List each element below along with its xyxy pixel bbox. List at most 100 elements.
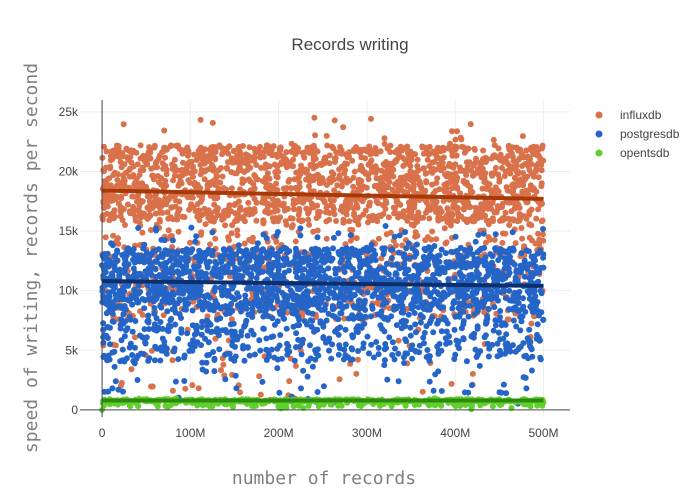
data-point <box>241 240 248 247</box>
legend-item-opentsdb[interactable]: opentsdb <box>595 146 670 160</box>
data-point <box>184 330 191 337</box>
data-point <box>321 199 328 206</box>
legend-item-influxdb[interactable]: influxdb <box>595 108 662 122</box>
data-point <box>248 157 255 164</box>
data-point <box>365 202 372 209</box>
data-point <box>427 276 434 283</box>
data-point <box>448 380 455 387</box>
data-point <box>355 180 362 187</box>
data-point <box>226 143 233 150</box>
data-point <box>282 161 289 168</box>
data-point <box>492 245 499 252</box>
data-point <box>170 177 177 184</box>
data-point <box>197 211 204 218</box>
data-point <box>401 260 408 267</box>
data-point <box>426 378 433 385</box>
data-point <box>381 289 388 296</box>
data-point <box>331 211 338 218</box>
data-point <box>269 152 276 159</box>
data-point <box>446 190 453 197</box>
data-point <box>429 169 436 176</box>
data-point <box>526 234 533 241</box>
data-point <box>144 204 151 211</box>
data-point <box>375 294 382 301</box>
data-point <box>528 206 535 213</box>
data-point <box>256 302 263 309</box>
data-point <box>301 154 308 161</box>
data-point <box>540 264 547 271</box>
data-point <box>512 304 519 311</box>
data-point <box>539 142 546 149</box>
data-point <box>126 173 133 180</box>
x-tick-label: 500M <box>528 426 558 440</box>
data-point <box>242 151 249 158</box>
data-point <box>232 264 239 271</box>
data-point <box>400 354 407 361</box>
data-point <box>151 142 158 149</box>
data-point <box>368 313 374 320</box>
data-point <box>404 306 411 312</box>
data-point <box>359 276 365 283</box>
data-point <box>451 356 458 362</box>
data-point <box>104 357 111 364</box>
data-point <box>305 172 312 179</box>
data-point <box>326 210 333 216</box>
data-point <box>248 271 255 278</box>
data-point <box>350 174 357 181</box>
data-point <box>286 378 293 385</box>
data-point <box>244 210 251 216</box>
data-point <box>539 231 546 238</box>
data-point <box>236 155 243 162</box>
trend-line-influxdb <box>102 188 544 201</box>
data-point <box>452 136 459 143</box>
data-point <box>146 256 152 263</box>
data-point <box>248 402 255 409</box>
data-point <box>132 344 138 351</box>
data-point <box>342 341 349 348</box>
data-point <box>134 161 141 168</box>
data-point <box>274 187 281 194</box>
data-point <box>373 175 380 182</box>
data-point <box>151 305 158 311</box>
data-point <box>236 247 243 254</box>
data-point <box>164 308 171 315</box>
data-point <box>167 193 174 200</box>
data-point <box>392 271 399 278</box>
data-point <box>197 287 204 294</box>
data-point <box>395 378 402 385</box>
data-point <box>115 200 122 207</box>
data-point <box>416 342 423 349</box>
data-point <box>472 238 479 245</box>
data-point <box>458 278 465 285</box>
data-point <box>305 262 312 269</box>
data-point <box>527 303 534 310</box>
data-point <box>273 292 280 299</box>
data-point <box>533 165 540 171</box>
data-point <box>505 161 511 168</box>
data-point <box>107 163 114 170</box>
data-point <box>517 269 524 276</box>
data-point <box>412 233 419 240</box>
data-point <box>211 368 218 375</box>
data-point <box>131 286 138 293</box>
data-point <box>260 153 267 160</box>
data-point <box>199 359 206 366</box>
data-point <box>433 179 440 186</box>
legend[interactable]: influxdb postgresdb opentsdb <box>595 108 680 160</box>
data-point <box>535 206 542 213</box>
data-point <box>215 332 222 339</box>
data-point <box>449 217 456 224</box>
data-point <box>274 365 281 372</box>
legend-item-postgresdb[interactable]: postgresdb <box>595 127 680 141</box>
data-point <box>168 142 174 149</box>
data-point <box>217 179 224 186</box>
data-point <box>303 321 310 328</box>
data-point <box>493 293 500 300</box>
data-point <box>307 355 314 362</box>
data-point <box>449 128 455 135</box>
data-point <box>510 181 517 188</box>
data-point <box>490 327 497 334</box>
data-point <box>143 249 150 256</box>
data-point <box>274 153 281 160</box>
data-point <box>362 207 369 214</box>
